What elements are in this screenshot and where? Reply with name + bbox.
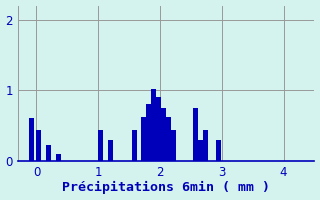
Bar — [29, 118, 34, 161]
Bar — [98, 130, 103, 161]
Bar — [147, 104, 151, 161]
Bar — [193, 108, 198, 161]
Bar — [166, 117, 171, 161]
Bar — [198, 140, 203, 161]
Bar — [132, 130, 137, 161]
Bar — [171, 130, 176, 161]
Bar — [203, 130, 208, 161]
Bar — [56, 154, 61, 161]
Bar — [46, 145, 51, 161]
X-axis label: Précipitations 6min ( mm ): Précipitations 6min ( mm ) — [62, 181, 270, 194]
Bar — [108, 140, 113, 161]
Bar — [151, 89, 156, 161]
Bar — [141, 117, 147, 161]
Bar — [216, 140, 220, 161]
Bar — [161, 108, 166, 161]
Bar — [36, 130, 41, 161]
Bar — [156, 97, 161, 161]
